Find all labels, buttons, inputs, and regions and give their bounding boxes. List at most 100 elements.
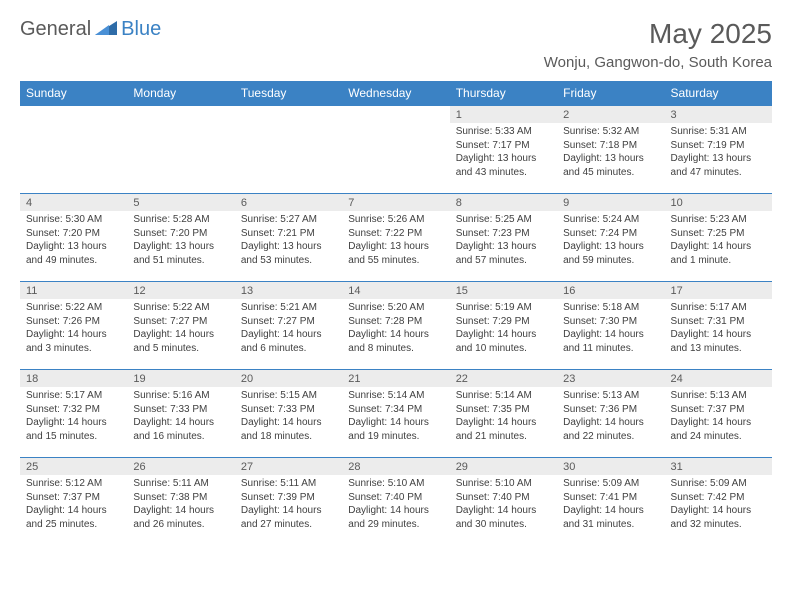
sunset-line: Sunset: 7:27 PM [133, 315, 228, 329]
day-number: 20 [235, 370, 342, 387]
calendar-day-cell: 6Sunrise: 5:27 AMSunset: 7:21 PMDaylight… [235, 194, 342, 282]
sunset-line: Sunset: 7:37 PM [26, 491, 121, 505]
day-number: 27 [235, 458, 342, 475]
day-number: 1 [450, 106, 557, 123]
sunset-line: Sunset: 7:18 PM [563, 139, 658, 153]
day-details: Sunrise: 5:14 AMSunset: 7:35 PMDaylight:… [450, 387, 557, 447]
sunrise-line: Sunrise: 5:17 AM [671, 301, 766, 315]
calendar-day-cell: 14Sunrise: 5:20 AMSunset: 7:28 PMDayligh… [342, 282, 449, 370]
day-number: 11 [20, 282, 127, 299]
calendar-week-row: 11Sunrise: 5:22 AMSunset: 7:26 PMDayligh… [20, 282, 772, 370]
day-details: Sunrise: 5:09 AMSunset: 7:42 PMDaylight:… [665, 475, 772, 535]
day-details: Sunrise: 5:22 AMSunset: 7:27 PMDaylight:… [127, 299, 234, 359]
sunrise-line: Sunrise: 5:22 AM [133, 301, 228, 315]
daylight-line: Daylight: 13 hours and 45 minutes. [563, 152, 658, 179]
sunrise-line: Sunrise: 5:31 AM [671, 125, 766, 139]
day-details: Sunrise: 5:24 AMSunset: 7:24 PMDaylight:… [557, 211, 664, 271]
day-number: 14 [342, 282, 449, 299]
calendar-day-cell: 28Sunrise: 5:10 AMSunset: 7:40 PMDayligh… [342, 458, 449, 546]
calendar-day-cell: 7Sunrise: 5:26 AMSunset: 7:22 PMDaylight… [342, 194, 449, 282]
day-number: 30 [557, 458, 664, 475]
daylight-line: Daylight: 14 hours and 11 minutes. [563, 328, 658, 355]
day-details: Sunrise: 5:18 AMSunset: 7:30 PMDaylight:… [557, 299, 664, 359]
sunrise-line: Sunrise: 5:17 AM [26, 389, 121, 403]
day-details: Sunrise: 5:15 AMSunset: 7:33 PMDaylight:… [235, 387, 342, 447]
calendar-day-cell: 8Sunrise: 5:25 AMSunset: 7:23 PMDaylight… [450, 194, 557, 282]
day-number: 21 [342, 370, 449, 387]
sunrise-line: Sunrise: 5:21 AM [241, 301, 336, 315]
sunset-line: Sunset: 7:27 PM [241, 315, 336, 329]
day-details: Sunrise: 5:17 AMSunset: 7:32 PMDaylight:… [20, 387, 127, 447]
sunset-line: Sunset: 7:19 PM [671, 139, 766, 153]
sunset-line: Sunset: 7:26 PM [26, 315, 121, 329]
sunrise-line: Sunrise: 5:11 AM [133, 477, 228, 491]
daylight-line: Daylight: 13 hours and 49 minutes. [26, 240, 121, 267]
sunrise-line: Sunrise: 5:11 AM [241, 477, 336, 491]
day-number: 9 [557, 194, 664, 211]
day-number: 25 [20, 458, 127, 475]
day-details: Sunrise: 5:10 AMSunset: 7:40 PMDaylight:… [342, 475, 449, 535]
brand-triangle-icon [95, 19, 117, 40]
day-number: 23 [557, 370, 664, 387]
calendar-page: General Blue May 2025 Wonju, Gangwon-do,… [0, 0, 792, 556]
sunrise-line: Sunrise: 5:10 AM [456, 477, 551, 491]
day-details: Sunrise: 5:26 AMSunset: 7:22 PMDaylight:… [342, 211, 449, 271]
day-number: 19 [127, 370, 234, 387]
day-number: 17 [665, 282, 772, 299]
sunset-line: Sunset: 7:32 PM [26, 403, 121, 417]
day-number: 6 [235, 194, 342, 211]
calendar-day-cell: 4Sunrise: 5:30 AMSunset: 7:20 PMDaylight… [20, 194, 127, 282]
sunrise-line: Sunrise: 5:10 AM [348, 477, 443, 491]
sunrise-line: Sunrise: 5:24 AM [563, 213, 658, 227]
sunset-line: Sunset: 7:41 PM [563, 491, 658, 505]
sunset-line: Sunset: 7:25 PM [671, 227, 766, 241]
sunset-line: Sunset: 7:24 PM [563, 227, 658, 241]
daylight-line: Daylight: 14 hours and 26 minutes. [133, 504, 228, 531]
day-number [20, 106, 127, 123]
sunrise-line: Sunrise: 5:33 AM [456, 125, 551, 139]
sunset-line: Sunset: 7:35 PM [456, 403, 551, 417]
sunrise-line: Sunrise: 5:16 AM [133, 389, 228, 403]
daylight-line: Daylight: 14 hours and 8 minutes. [348, 328, 443, 355]
weekday-header: Wednesday [342, 81, 449, 106]
daylight-line: Daylight: 14 hours and 5 minutes. [133, 328, 228, 355]
calendar-day-cell [20, 106, 127, 194]
calendar-day-cell: 1Sunrise: 5:33 AMSunset: 7:17 PMDaylight… [450, 106, 557, 194]
daylight-line: Daylight: 14 hours and 18 minutes. [241, 416, 336, 443]
day-number: 16 [557, 282, 664, 299]
day-details: Sunrise: 5:27 AMSunset: 7:21 PMDaylight:… [235, 211, 342, 271]
sunrise-line: Sunrise: 5:20 AM [348, 301, 443, 315]
day-number: 15 [450, 282, 557, 299]
sunset-line: Sunset: 7:36 PM [563, 403, 658, 417]
calendar-day-cell: 26Sunrise: 5:11 AMSunset: 7:38 PMDayligh… [127, 458, 234, 546]
daylight-line: Daylight: 14 hours and 3 minutes. [26, 328, 121, 355]
sunrise-line: Sunrise: 5:23 AM [671, 213, 766, 227]
daylight-line: Daylight: 14 hours and 30 minutes. [456, 504, 551, 531]
weekday-header: Sunday [20, 81, 127, 106]
daylight-line: Daylight: 14 hours and 27 minutes. [241, 504, 336, 531]
daylight-line: Daylight: 14 hours and 31 minutes. [563, 504, 658, 531]
day-number: 4 [20, 194, 127, 211]
day-details: Sunrise: 5:21 AMSunset: 7:27 PMDaylight:… [235, 299, 342, 359]
daylight-line: Daylight: 14 hours and 24 minutes. [671, 416, 766, 443]
day-number: 12 [127, 282, 234, 299]
day-details: Sunrise: 5:20 AMSunset: 7:28 PMDaylight:… [342, 299, 449, 359]
day-details: Sunrise: 5:28 AMSunset: 7:20 PMDaylight:… [127, 211, 234, 271]
day-details: Sunrise: 5:13 AMSunset: 7:36 PMDaylight:… [557, 387, 664, 447]
calendar-day-cell: 20Sunrise: 5:15 AMSunset: 7:33 PMDayligh… [235, 370, 342, 458]
brand-logo: General Blue [20, 18, 161, 41]
calendar-week-row: 18Sunrise: 5:17 AMSunset: 7:32 PMDayligh… [20, 370, 772, 458]
calendar-week-row: 4Sunrise: 5:30 AMSunset: 7:20 PMDaylight… [20, 194, 772, 282]
calendar-week-row: 1Sunrise: 5:33 AMSunset: 7:17 PMDaylight… [20, 106, 772, 194]
weekday-header: Thursday [450, 81, 557, 106]
calendar-day-cell: 11Sunrise: 5:22 AMSunset: 7:26 PMDayligh… [20, 282, 127, 370]
calendar-day-cell: 19Sunrise: 5:16 AMSunset: 7:33 PMDayligh… [127, 370, 234, 458]
daylight-line: Daylight: 13 hours and 59 minutes. [563, 240, 658, 267]
calendar-day-cell: 13Sunrise: 5:21 AMSunset: 7:27 PMDayligh… [235, 282, 342, 370]
sunrise-line: Sunrise: 5:13 AM [563, 389, 658, 403]
day-details: Sunrise: 5:13 AMSunset: 7:37 PMDaylight:… [665, 387, 772, 447]
calendar-day-cell: 2Sunrise: 5:32 AMSunset: 7:18 PMDaylight… [557, 106, 664, 194]
sunset-line: Sunset: 7:22 PM [348, 227, 443, 241]
brand-text-2: Blue [121, 18, 161, 41]
sunrise-line: Sunrise: 5:18 AM [563, 301, 658, 315]
